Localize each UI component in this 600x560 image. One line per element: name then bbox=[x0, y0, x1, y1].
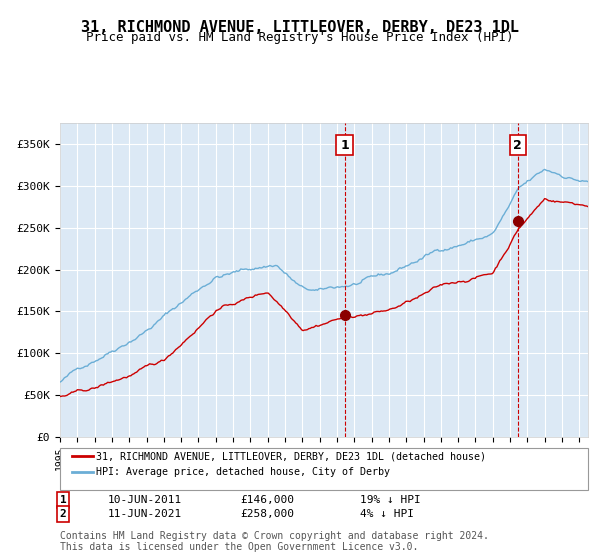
Text: £146,000: £146,000 bbox=[240, 495, 294, 505]
Text: 1: 1 bbox=[59, 495, 67, 505]
Text: £258,000: £258,000 bbox=[240, 509, 294, 519]
Text: Contains HM Land Registry data © Crown copyright and database right 2024.
This d: Contains HM Land Registry data © Crown c… bbox=[60, 531, 489, 553]
Text: 2: 2 bbox=[59, 509, 67, 519]
Text: 4% ↓ HPI: 4% ↓ HPI bbox=[360, 509, 414, 519]
Text: Price paid vs. HM Land Registry's House Price Index (HPI): Price paid vs. HM Land Registry's House … bbox=[86, 31, 514, 44]
Text: 31, RICHMOND AVENUE, LITTLEOVER, DERBY, DE23 1DL (detached house): 31, RICHMOND AVENUE, LITTLEOVER, DERBY, … bbox=[96, 451, 486, 461]
Text: 31, RICHMOND AVENUE, LITTLEOVER, DERBY, DE23 1DL: 31, RICHMOND AVENUE, LITTLEOVER, DERBY, … bbox=[81, 20, 519, 35]
Text: 1: 1 bbox=[340, 139, 349, 152]
Text: 11-JUN-2021: 11-JUN-2021 bbox=[108, 509, 182, 519]
Text: 19% ↓ HPI: 19% ↓ HPI bbox=[360, 495, 421, 505]
Text: HPI: Average price, detached house, City of Derby: HPI: Average price, detached house, City… bbox=[96, 466, 390, 477]
Text: 2: 2 bbox=[514, 139, 522, 152]
Text: 10-JUN-2011: 10-JUN-2011 bbox=[108, 495, 182, 505]
